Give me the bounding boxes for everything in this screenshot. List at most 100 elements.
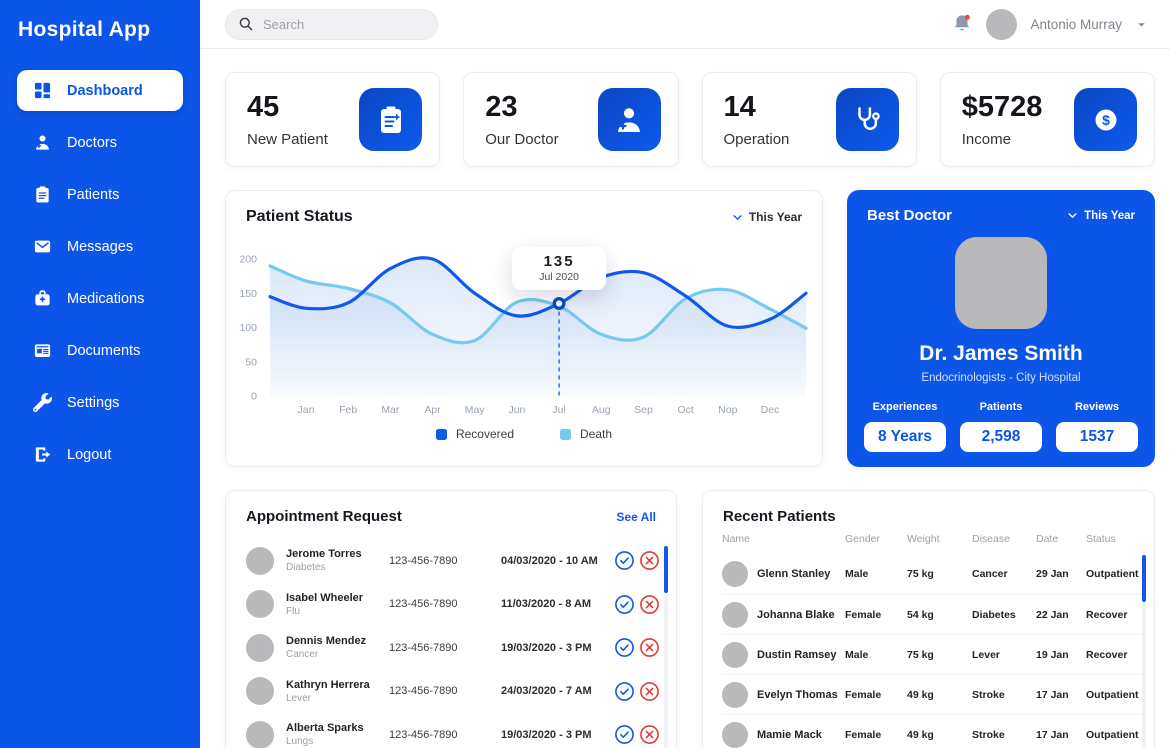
accept-appointment-button[interactable] [614, 550, 635, 571]
patient-weight: 49 kg [907, 728, 934, 741]
decline-appointment-button[interactable] [639, 681, 660, 702]
sidebar-item-patients[interactable]: Patients [17, 174, 183, 215]
patient-weight: 75 kg [907, 648, 934, 661]
best-doctor-filter-dropdown[interactable]: This Year [1067, 210, 1135, 222]
sidebar-item-logout[interactable]: Logout [17, 434, 183, 475]
table-header-row: Name Gender Weight Disease Date Status [722, 529, 1144, 554]
doctor-stat: Patients 2,598 [960, 401, 1042, 452]
accept-appointment-button[interactable] [614, 681, 635, 702]
appointment-datetime: 11/03/2020 - 8 AM [501, 598, 592, 611]
svg-text:Sep: Sep [634, 404, 653, 416]
appointment-datetime: 19/03/2020 - 3 PM [501, 728, 592, 741]
user-avatar[interactable] [986, 8, 1018, 40]
sidebar-item-dashboard[interactable]: Dashboard [17, 70, 183, 111]
notification-dot [965, 14, 971, 20]
scrollbar-thumb[interactable] [664, 546, 668, 593]
doctor-plus-icon [597, 88, 661, 151]
column-header-disease: Disease [972, 533, 1010, 545]
patient-avatar [246, 590, 274, 619]
patient-status-chart: 0 50 100 150 200 Jan Feb Mar Apr May Jun Jul Aug Sep O… [226, 238, 822, 425]
doctor-stat-value: 8 Years [864, 422, 946, 452]
notifications-bell-icon[interactable] [951, 13, 973, 35]
decline-appointment-button[interactable] [639, 594, 660, 615]
appointment-datetime: 04/03/2020 - 10 AM [501, 554, 598, 567]
patient-name: Johanna Blake [757, 608, 835, 621]
appointment-condition: Cancer [286, 649, 319, 661]
accept-appointment-button[interactable] [614, 724, 635, 745]
column-header-name: Name [722, 533, 751, 545]
svg-text:Aug: Aug [592, 404, 611, 416]
patient-status: Outpatient [1086, 688, 1139, 701]
scrollbar-thumb[interactable] [1142, 555, 1146, 602]
sidebar-item-documents[interactable]: Documents [17, 330, 183, 371]
user-menu-caret-icon[interactable] [1135, 18, 1148, 31]
patient-avatar [722, 561, 748, 587]
search-bar[interactable] [225, 8, 438, 40]
see-all-link[interactable]: See All [616, 509, 656, 524]
svg-text:Oct: Oct [677, 404, 693, 416]
svg-text:May: May [465, 404, 486, 416]
chart-legend: Recovered Death [226, 427, 822, 441]
sidebar-item-settings[interactable]: Settings [17, 382, 183, 423]
legend-swatch [560, 428, 571, 440]
recent-patients-table: Name Gender Weight Disease Date Status Glenn … [703, 529, 1154, 748]
appointment-patient-name: Isabel Wheeler [286, 591, 364, 604]
document-icon [32, 341, 52, 361]
stat-card: $5728 Income $ [939, 72, 1155, 167]
sidebar-item-label: Logout [67, 446, 112, 463]
patient-status: Recover [1086, 608, 1128, 621]
doctor-stat-label: Experiences [872, 401, 938, 413]
decline-appointment-button[interactable] [639, 550, 660, 571]
tooltip-date: Jul 2020 [539, 270, 579, 283]
patient-status: Outpatient [1086, 568, 1139, 580]
sidebar-nav: Dashboard Doctors Patients Messages Medi… [0, 70, 200, 475]
svg-text:Mar: Mar [381, 404, 400, 416]
stat-label: New Patient [247, 131, 328, 148]
recent-patients-scrollbar[interactable] [1142, 555, 1146, 748]
app-logo: Hospital App [18, 18, 151, 41]
sidebar-item-medications[interactable]: Medications [17, 278, 183, 319]
svg-text:100: 100 [239, 322, 257, 334]
accept-appointment-button[interactable] [614, 637, 635, 658]
doctor-photo [955, 237, 1047, 329]
svg-text:Jun: Jun [508, 404, 525, 416]
column-header-gender: Gender [845, 533, 881, 545]
doctor-stat-label: Reviews [1074, 401, 1120, 413]
sidebar-item-doctors[interactable]: Doctors [17, 122, 183, 163]
patient-gender: Female [845, 608, 882, 621]
search-input[interactable] [263, 16, 425, 32]
user-name[interactable]: Antonio Murray [1030, 16, 1122, 32]
stat-value: 45 [247, 91, 280, 123]
svg-text:Jan: Jan [298, 404, 315, 416]
stat-card: 14 Operation [701, 72, 917, 167]
legend-label: Recovered [455, 427, 514, 441]
appointments-title: Appointment Request [246, 508, 402, 525]
accept-appointment-button[interactable] [614, 594, 635, 615]
patient-status-filter-dropdown[interactable]: This Year [732, 210, 802, 224]
appointment-patient-name: Alberta Sparks [286, 722, 364, 735]
doctor-specialty: Endocrinologists - City Hospital [921, 372, 1081, 384]
patient-weight: 75 kg [907, 568, 934, 580]
clipboard-plus-icon [359, 88, 423, 151]
patient-status: Recover [1086, 648, 1128, 661]
sidebar-item-label: Documents [67, 342, 141, 359]
sidebar: Hospital App Dashboard Doctors Patients … [0, 0, 200, 748]
appointments-scrollbar[interactable] [664, 546, 668, 748]
patient-disease: Cancer [972, 568, 1008, 580]
appointment-phone: 123-456-7890 [389, 641, 458, 654]
svg-text:150: 150 [239, 288, 257, 300]
stat-label: Our Doctor [485, 131, 559, 148]
patient-name: Evelyn Thomas [757, 688, 838, 701]
appointment-patient-name: Jerome Torres [286, 548, 362, 561]
sidebar-item-label: Medications [67, 290, 145, 307]
sidebar-item-messages[interactable]: Messages [17, 226, 183, 267]
stat-card: 23 Our Doctor [463, 72, 679, 167]
doctor-stats: Experiences 8 Years Patients 2,598 Revie… [847, 401, 1155, 452]
appointment-phone: 123-456-7890 [389, 598, 458, 611]
decline-appointment-button[interactable] [639, 637, 660, 658]
table-row: Mamie Mack Female 49 kg Stroke 17 Jan Ou… [722, 714, 1144, 748]
sidebar-item-label: Settings [67, 394, 120, 411]
decline-appointment-button[interactable] [639, 724, 660, 745]
envelope-icon [32, 237, 52, 257]
patient-status-title: Patient Status [246, 208, 353, 225]
